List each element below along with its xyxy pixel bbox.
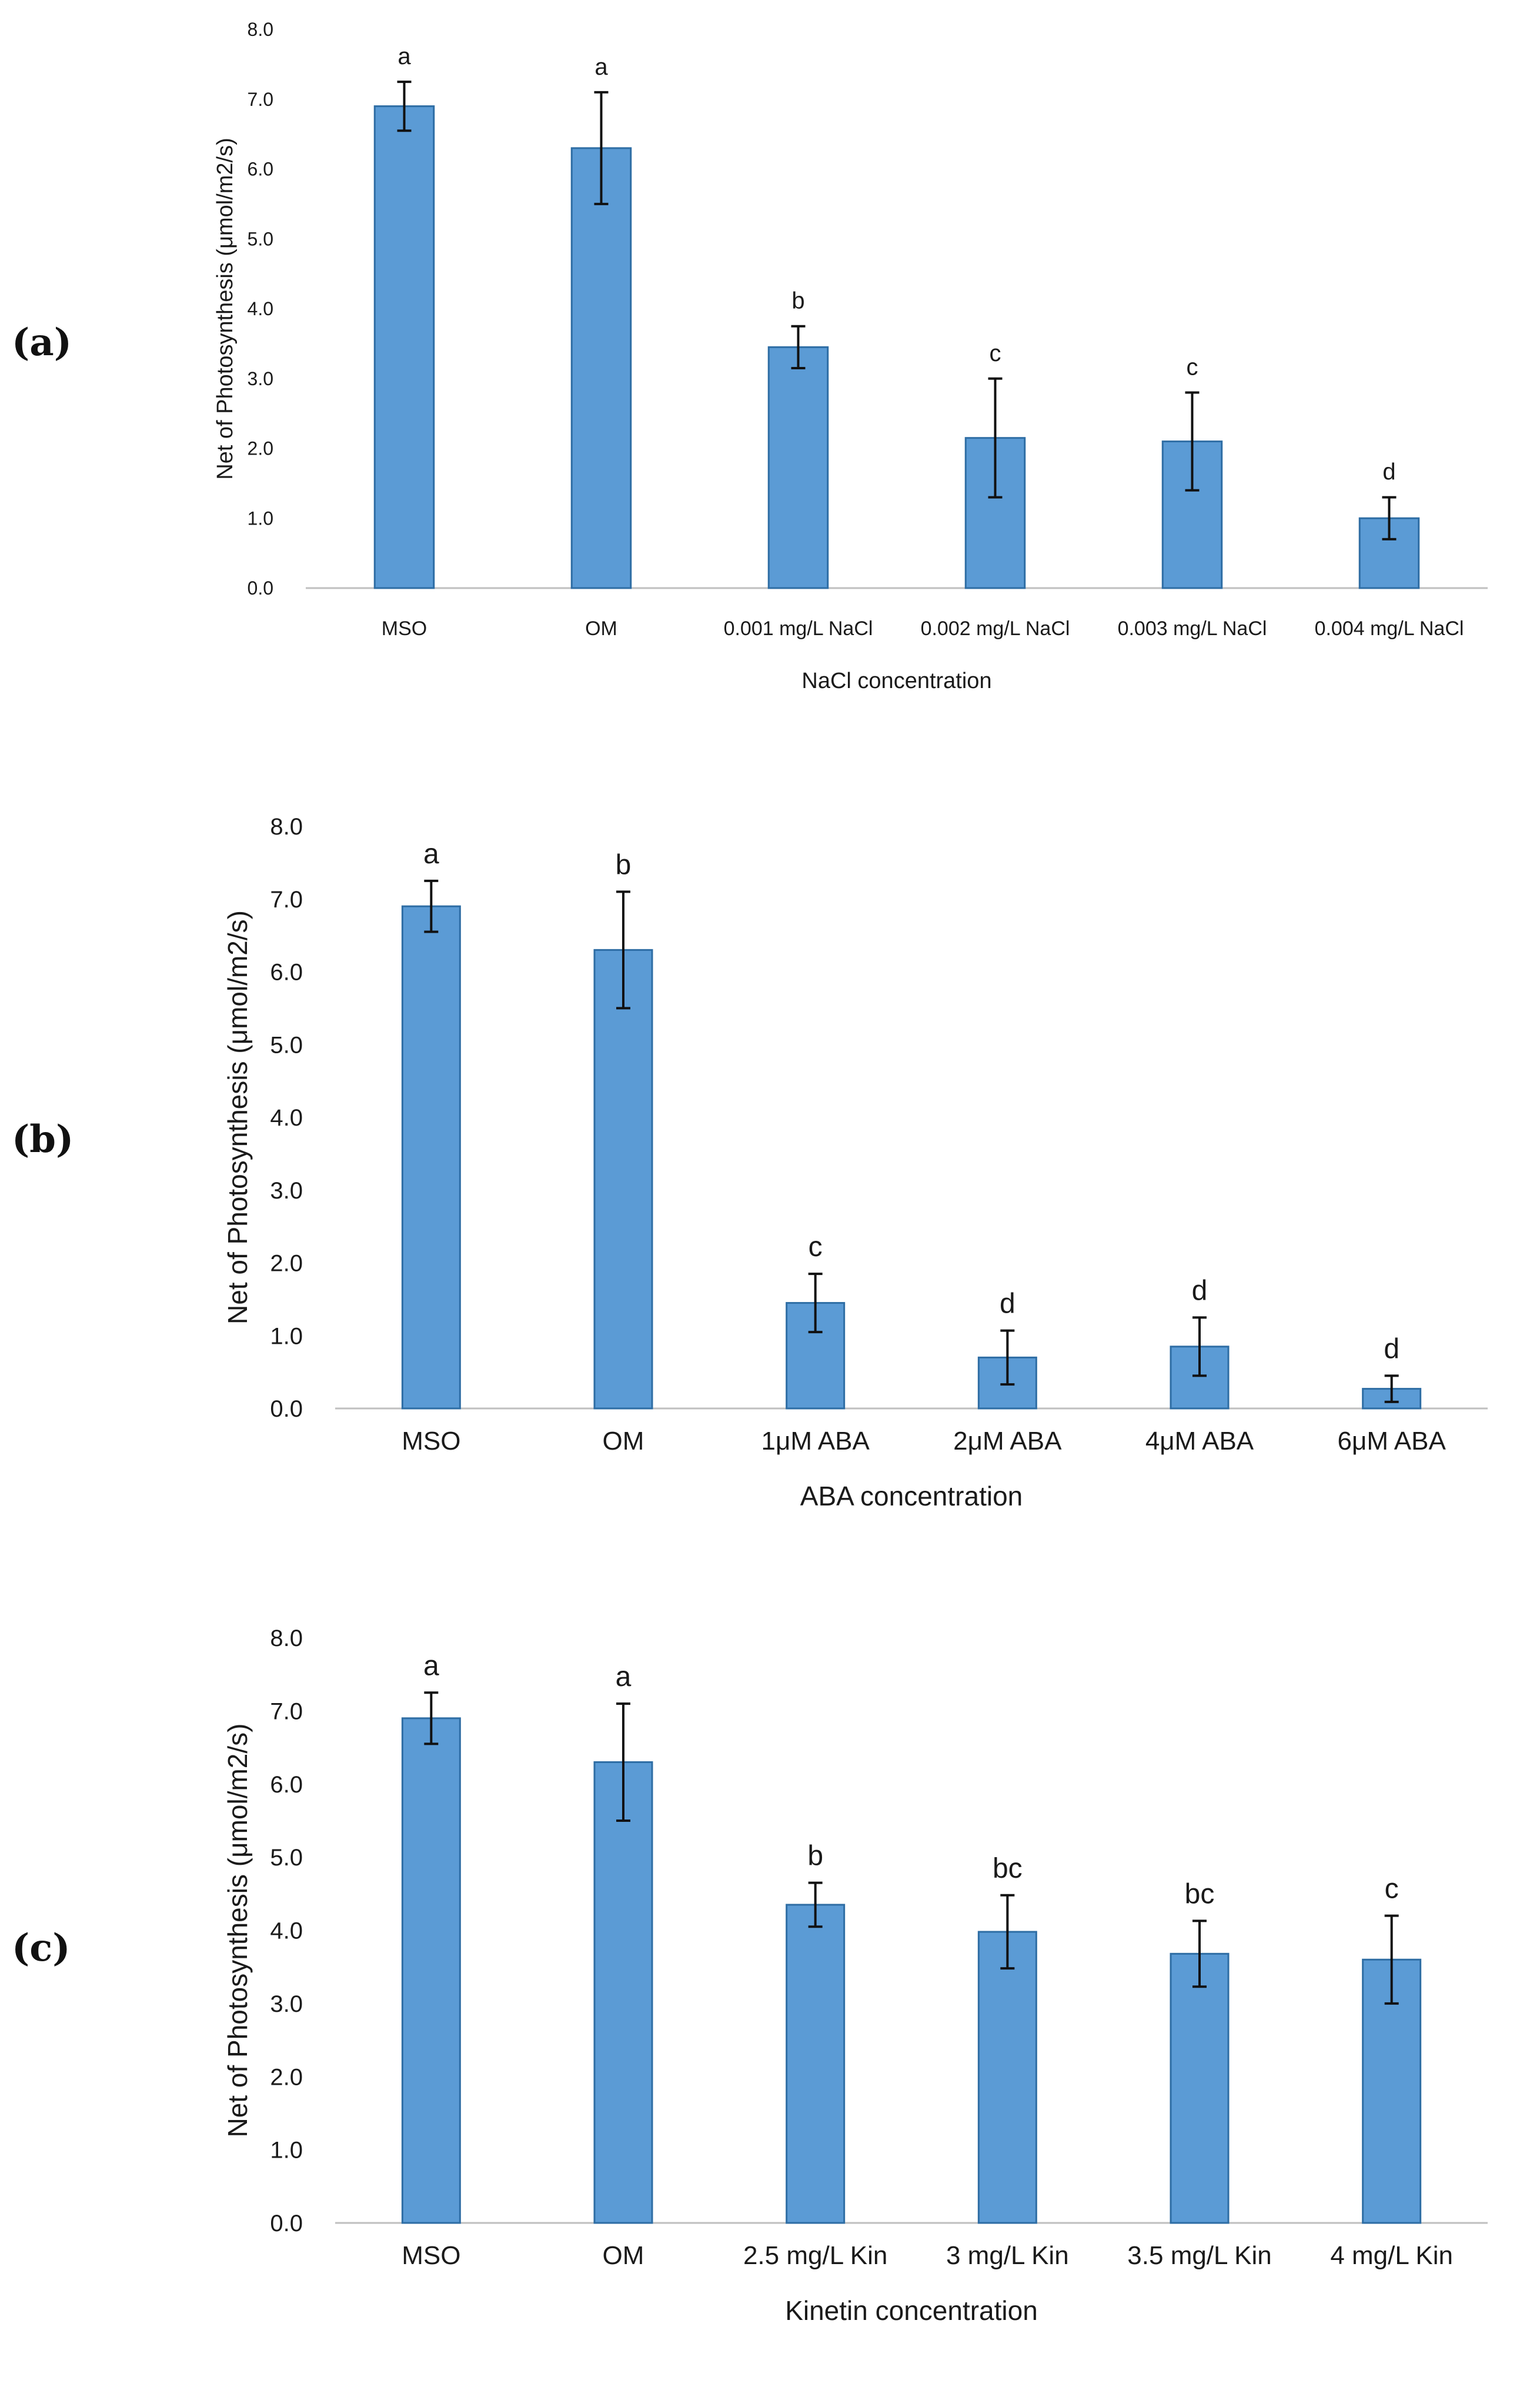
significance-letter: b	[791, 288, 804, 314]
bar	[373, 105, 435, 589]
significance-letter: c	[1187, 355, 1198, 380]
significance-letter: a	[423, 1650, 439, 1681]
bar	[964, 437, 1026, 589]
bar	[593, 949, 653, 1410]
y-tick-label: 2.0	[270, 2064, 303, 2090]
chart-panel-c: (c) 0.0 1.0 2.0 3.0 4.0 5.0 6.0 7.0 8.0 a MSO a OM b 2…	[0, 1588, 1540, 2387]
y-tick-label: 7.0	[270, 887, 303, 913]
significance-letter: a	[397, 44, 411, 69]
y-tick-label: 5.0	[248, 228, 273, 249]
panel-label-a: (a)	[12, 321, 72, 365]
significance-letter: c	[1385, 1874, 1399, 1905]
y-tick-label: 3.0	[248, 368, 273, 389]
x-tick-label: 3.5 mg/L Kin	[1127, 2241, 1271, 2270]
y-tick-label: 8.0	[270, 1625, 303, 1651]
x-tick-label: 0.001 mg/L NaCl	[724, 617, 873, 640]
y-tick-label: 6.0	[270, 1772, 303, 1798]
bar	[977, 1931, 1037, 2224]
y-tick-label: 5.0	[270, 1845, 303, 1871]
y-tick-label: 1.0	[248, 508, 273, 529]
y-tick-label: 5.0	[270, 1032, 303, 1058]
significance-letter: a	[423, 839, 439, 870]
y-axis-title: Net of Photosynthesis (μmol/m2/s)	[213, 138, 238, 480]
y-tick-label: 2.0	[248, 438, 273, 459]
bar	[786, 1904, 846, 2224]
y-tick-label: 7.0	[248, 89, 273, 110]
y-axis-title: Net of Photosynthesis (μmol/m2/s)	[222, 910, 253, 1324]
x-tick-label: OM	[603, 1427, 644, 1455]
significance-letter: d	[1000, 1288, 1015, 1320]
panel-label-c: (c)	[12, 1926, 71, 1970]
y-tick-label: 8.0	[270, 814, 303, 840]
significance-letter: d	[1382, 459, 1395, 485]
x-tick-label: 4 mg/L Kin	[1330, 2241, 1453, 2270]
y-tick-label: 4.0	[248, 298, 273, 319]
y-tick-label: 0.0	[248, 577, 273, 599]
y-tick-label: 2.0	[270, 1251, 303, 1277]
bar	[767, 346, 829, 589]
x-tick-label: OM	[585, 617, 617, 640]
x-tick-label: 0.003 mg/L NaCl	[1118, 617, 1267, 640]
x-tick-label: 2.5 mg/L Kin	[743, 2241, 887, 2270]
bar-chart-aba: 0.0 1.0 2.0 3.0 4.0 5.0 6.0 7.0 8.0 a MSO b OM c 1μM A…	[222, 814, 1488, 1511]
y-tick-label: 8.0	[248, 19, 273, 40]
y-tick-label: 4.0	[270, 1105, 303, 1131]
y-axis-title: Net of Photosynthesis (μmol/m2/s)	[222, 1724, 253, 2138]
x-tick-label: MSO	[382, 617, 427, 640]
x-axis-title: NaCl concentration	[801, 669, 991, 693]
x-tick-label: 4μM ABA	[1145, 1427, 1254, 1455]
bar	[401, 905, 461, 1410]
significance-letter: d	[1384, 1333, 1399, 1364]
y-tick-label: 0.0	[270, 1396, 303, 1422]
y-tick-label: 6.0	[270, 960, 303, 986]
bar-chart-nacl: 0.0 1.0 2.0 3.0 4.0 5.0 6.0 7.0 8.0 a MSO a OM b 0.001…	[213, 19, 1488, 693]
y-tick-label: 0.0	[270, 2211, 303, 2236]
significance-letter: c	[809, 1231, 823, 1263]
x-tick-label: 3 mg/L Kin	[946, 2241, 1069, 2270]
significance-letter: bc	[993, 1853, 1023, 1884]
significance-letter: d	[1192, 1275, 1208, 1306]
significance-letter: bc	[1185, 1878, 1215, 1909]
significance-letter: b	[616, 849, 632, 880]
y-tick-label: 7.0	[270, 1698, 303, 1724]
x-tick-label: 0.002 mg/L NaCl	[921, 617, 1070, 640]
y-tick-label: 1.0	[270, 1323, 303, 1349]
y-tick-label: 3.0	[270, 1178, 303, 1204]
significance-letter: b	[807, 1841, 823, 1872]
significance-letter: a	[616, 1661, 632, 1692]
bar-chart-kinetin: 0.0 1.0 2.0 3.0 4.0 5.0 6.0 7.0 8.0 a MSO a OM b 2.5 m…	[222, 1625, 1488, 2326]
y-tick-label: 6.0	[248, 159, 273, 180]
y-tick-label: 4.0	[270, 1918, 303, 1944]
bar	[570, 147, 632, 589]
bar	[1170, 1952, 1230, 2224]
x-tick-label: MSO	[402, 1427, 460, 1455]
y-tick-label: 3.0	[270, 1991, 303, 2017]
x-tick-label: MSO	[402, 2241, 460, 2270]
bar	[593, 1761, 653, 2224]
x-axis-title: Kinetin concentration	[785, 2295, 1038, 2326]
x-axis-title: ABA concentration	[800, 1481, 1023, 1511]
significance-letter: c	[990, 340, 1001, 366]
chart-panel-a: (a) 0.0 1.0 2.0 3.0 4.0 5.0 6.0 7.0 8.0 a MSO a OM b 0…	[0, 0, 1540, 723]
x-tick-label: 0.004 mg/L NaCl	[1315, 617, 1464, 640]
x-tick-label: OM	[603, 2241, 644, 2270]
significance-letter: a	[594, 54, 608, 80]
x-tick-label: 2μM ABA	[953, 1427, 1062, 1455]
panel-label-b: (b)	[12, 1117, 74, 1161]
x-tick-label: 1μM ABA	[761, 1427, 870, 1455]
y-tick-label: 1.0	[270, 2138, 303, 2164]
bar	[401, 1717, 461, 2224]
chart-panel-b: (b) 0.0 1.0 2.0 3.0 4.0 5.0 6.0 7.0 8.0 a MSO b OM c 1…	[0, 776, 1540, 1541]
x-tick-label: 6μM ABA	[1338, 1427, 1447, 1455]
